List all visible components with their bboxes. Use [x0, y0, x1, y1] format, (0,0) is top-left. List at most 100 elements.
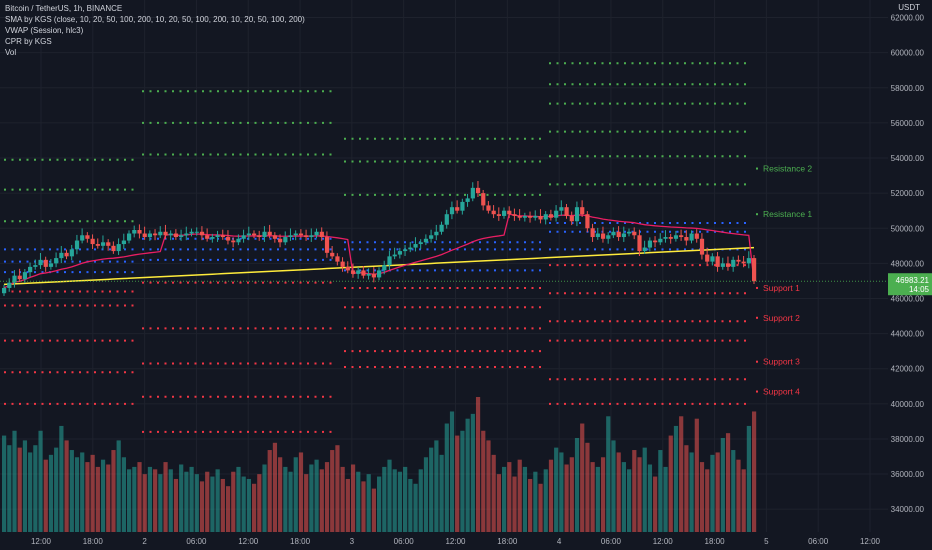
volume-bar: [377, 476, 382, 532]
x-tick-label: 18:00: [83, 537, 104, 546]
x-tick-label: 5: [764, 537, 769, 546]
candle-body: [189, 231, 194, 234]
volume-bar: [725, 433, 731, 532]
legend-cpr[interactable]: CPR by KGS: [5, 37, 52, 46]
volume-bar: [642, 447, 647, 532]
candle-body: [694, 233, 699, 239]
candle-body: [142, 233, 147, 238]
candle-body: [496, 214, 501, 216]
candle-body: [153, 233, 158, 236]
candle-body: [147, 233, 153, 238]
volume-bar: [366, 474, 371, 532]
volume-bar: [147, 466, 153, 532]
volume-bar: [449, 411, 455, 532]
candle-body: [574, 207, 580, 222]
volume-bar: [158, 474, 163, 532]
candle-body: [283, 237, 288, 243]
candle-body: [434, 231, 439, 236]
candle-body: [731, 259, 736, 267]
volume-bar: [455, 435, 460, 532]
volume-bar: [288, 471, 293, 532]
candle-body: [194, 231, 199, 233]
candle-body: [272, 235, 278, 239]
volume-bar: [43, 459, 48, 532]
candle-body: [132, 230, 137, 234]
candle-body: [262, 231, 267, 238]
x-tick-label: 12:00: [445, 537, 466, 546]
volume-bar: [663, 466, 668, 532]
candle-body: [168, 233, 173, 236]
candle-body: [653, 240, 658, 243]
legend-vol[interactable]: Vol: [5, 48, 17, 57]
candle-body: [481, 193, 486, 206]
volume-bar: [668, 435, 673, 532]
candle-body: [350, 270, 356, 274]
chart-legend: Bitcoin / TetherUS, 1h, BINANCE SMA by K…: [5, 3, 305, 58]
candle-body: [429, 235, 434, 239]
volume-bar: [48, 454, 54, 532]
volume-bar: [689, 452, 694, 532]
volume-bar: [637, 457, 642, 532]
volume-bar: [606, 416, 611, 532]
candle-body: [663, 237, 668, 239]
volume-bar: [225, 486, 231, 532]
legend-symbol[interactable]: Bitcoin / TetherUS, 1h, BINANCE: [5, 4, 123, 13]
volume-bar: [512, 476, 517, 532]
volume-bar: [293, 457, 298, 532]
candle-body: [225, 237, 231, 241]
volume-bar: [653, 476, 658, 532]
candle-body: [2, 287, 7, 294]
legend-sma[interactable]: SMA by KGS (close, 10, 20, 50, 100, 200,…: [5, 15, 305, 24]
volume-bar: [595, 466, 600, 532]
volume-bar: [95, 466, 100, 532]
volume-bar: [720, 437, 725, 532]
volume-bar: [241, 476, 246, 532]
volume-bar: [361, 481, 366, 532]
y-tick-label: 60000.00: [891, 49, 925, 58]
volume-bar: [210, 476, 215, 532]
price-badge-countdown: 14:05: [909, 285, 930, 294]
candle-body: [252, 233, 257, 236]
candle-body: [54, 258, 59, 264]
candle-body: [361, 270, 366, 276]
candle-body: [679, 235, 684, 238]
x-tick-label: 18:00: [497, 537, 518, 546]
x-tick-label: 06:00: [808, 537, 829, 546]
candle-body: [455, 207, 460, 211]
volume-bar: [444, 423, 449, 532]
candle-body: [90, 238, 95, 245]
candle-body: [220, 235, 225, 238]
volume-bar: [585, 442, 590, 532]
volume-bar: [2, 435, 7, 532]
candle-body: [736, 259, 741, 262]
candle-body: [673, 235, 679, 239]
volume-bar: [194, 474, 199, 532]
candle-body: [33, 265, 38, 267]
candle-body: [502, 210, 507, 216]
volume-bar: [647, 464, 653, 532]
currency-label: USDT: [898, 3, 920, 12]
volume-bar: [121, 457, 126, 532]
candle-body: [22, 272, 28, 280]
volume-bar: [252, 483, 257, 532]
candle-body: [345, 266, 350, 271]
legend-vwap[interactable]: VWAP (Session, hlc3): [5, 26, 84, 35]
candle-body: [491, 210, 496, 215]
candle-body: [127, 233, 132, 241]
candle-body: [241, 235, 246, 239]
candle-body: [199, 231, 205, 236]
volume-bar: [74, 457, 80, 532]
candle-body: [356, 270, 361, 274]
volume-bar: [28, 452, 33, 532]
volume-bar: [590, 462, 595, 532]
volume-bar: [59, 425, 64, 532]
x-tick-label: 3: [350, 537, 355, 546]
candle-body: [752, 258, 757, 282]
volume-bar: [658, 450, 663, 532]
x-tick-label: 12:00: [31, 537, 52, 546]
candle-body: [616, 231, 621, 238]
candle-body: [288, 235, 293, 238]
volume-bar: [548, 459, 554, 532]
volume-bar: [33, 445, 38, 532]
